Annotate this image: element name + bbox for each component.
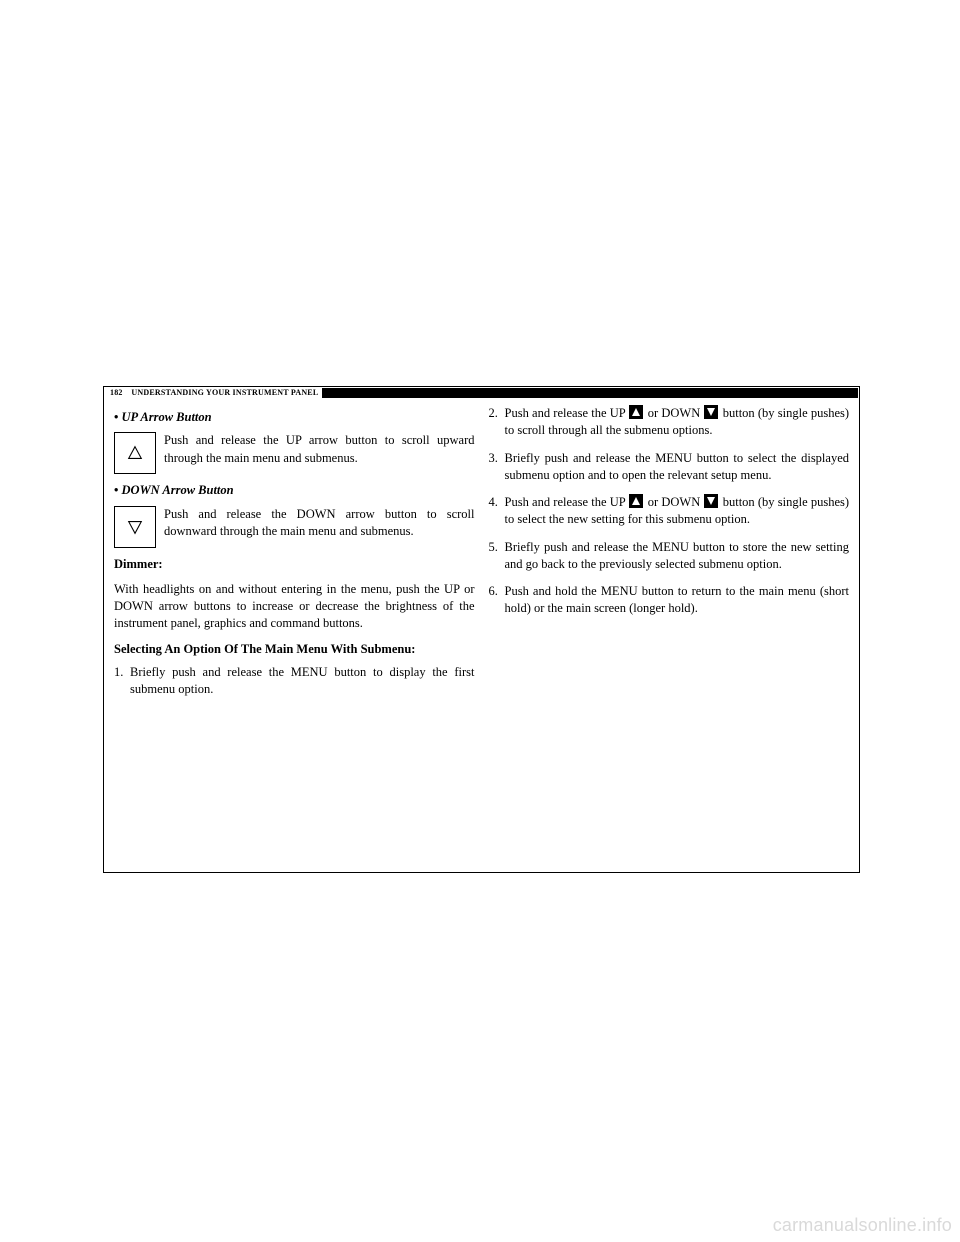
step-2a: Push and release the UP — [505, 406, 626, 420]
step-2: Push and release the UP or DOWN button (… — [489, 405, 850, 440]
steps-left: Briefly push and release the MENU button… — [114, 664, 475, 699]
page-number: 182 — [110, 388, 123, 397]
header-black-bar — [322, 388, 858, 398]
step-1: Briefly push and release the MENU button… — [114, 664, 475, 699]
up-arrow-row: Push and release the UP arrow button to … — [114, 432, 475, 474]
steps-right: Push and release the UP or DOWN button (… — [489, 405, 850, 618]
right-column: Push and release the UP or DOWN button (… — [489, 405, 850, 708]
step-3: Briefly push and release the MENU button… — [489, 450, 850, 485]
up-arrow-inline-icon — [629, 405, 643, 419]
down-arrow-text: Push and release the DOWN arrow button t… — [164, 506, 475, 541]
section-title: UNDERSTANDING YOUR INSTRUMENT PANEL — [131, 388, 318, 397]
down-arrow-inline-icon — [704, 494, 718, 508]
left-column: UP Arrow Button Push and release the UP … — [114, 405, 475, 708]
step-4: Push and release the UP or DOWN button (… — [489, 494, 850, 529]
page-header: 182 UNDERSTANDING YOUR INSTRUMENT PANEL — [104, 387, 859, 401]
step-5: Briefly push and release the MENU button… — [489, 539, 850, 574]
up-arrow-icon — [114, 432, 156, 474]
dimmer-text: With headlights on and without entering … — [114, 581, 475, 633]
select-heading: Selecting An Option Of The Main Menu Wit… — [114, 641, 475, 658]
step-4b: or DOWN — [648, 495, 701, 509]
dimmer-heading: Dimmer: — [114, 556, 475, 573]
step-6: Push and hold the MENU button to return … — [489, 583, 850, 618]
down-arrow-icon — [114, 506, 156, 548]
up-arrow-inline-icon — [629, 494, 643, 508]
down-arrow-row: Push and release the DOWN arrow button t… — [114, 506, 475, 548]
content-columns: UP Arrow Button Push and release the UP … — [104, 401, 859, 718]
up-arrow-text: Push and release the UP arrow button to … — [164, 432, 475, 467]
step-2b: or DOWN — [648, 406, 701, 420]
manual-page: 182 UNDERSTANDING YOUR INSTRUMENT PANEL … — [103, 386, 860, 873]
watermark: carmanualsonline.info — [773, 1215, 952, 1236]
down-arrow-inline-icon — [704, 405, 718, 419]
step-4a: Push and release the UP — [505, 495, 626, 509]
header-text: 182 UNDERSTANDING YOUR INSTRUMENT PANEL — [104, 387, 322, 401]
down-arrow-heading: DOWN Arrow Button — [114, 482, 475, 499]
up-arrow-heading: UP Arrow Button — [114, 409, 475, 426]
